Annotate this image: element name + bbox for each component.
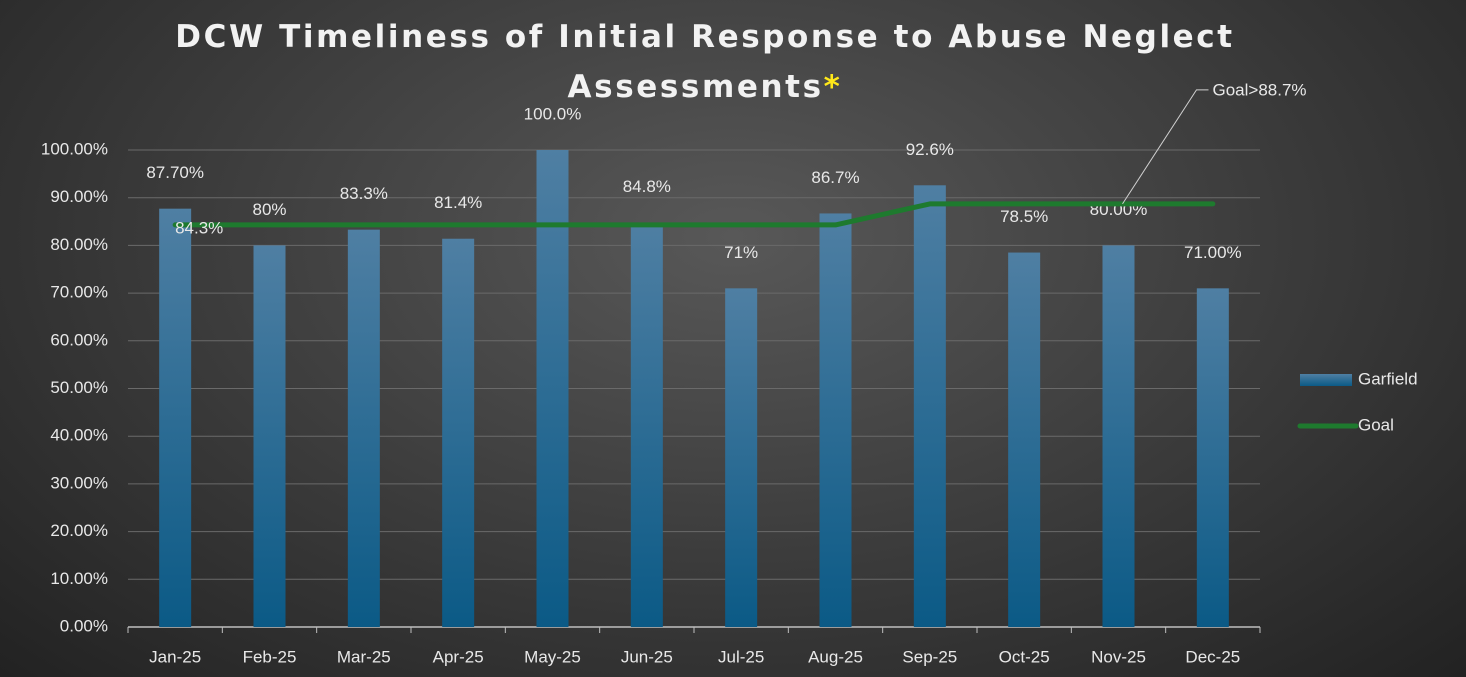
legend-label: Garfield xyxy=(1358,369,1418,388)
bar-value-label: 100.0% xyxy=(524,104,582,123)
bar xyxy=(347,229,380,627)
bar xyxy=(1196,288,1229,627)
bar xyxy=(819,213,852,628)
bar xyxy=(159,208,192,627)
y-tick-label: 70.00% xyxy=(50,283,108,302)
x-tick-label: Apr-25 xyxy=(433,647,484,666)
legend-label: Goal xyxy=(1358,415,1394,434)
bar-value-label: 92.6% xyxy=(906,140,954,159)
x-tick-label: Jan-25 xyxy=(149,647,201,666)
bar-value-label: 78.5% xyxy=(1000,207,1048,226)
x-tick-label: Aug-25 xyxy=(808,647,863,666)
title-mark: * xyxy=(823,69,843,105)
x-tick-label: Nov-25 xyxy=(1091,647,1146,666)
line-value-label: 84.3% xyxy=(175,218,223,237)
x-tick-label: Jul-25 xyxy=(718,647,764,666)
y-tick-label: 30.00% xyxy=(50,473,108,492)
bar-value-label: 84.8% xyxy=(623,177,671,196)
y-tick-label: 90.00% xyxy=(50,187,108,206)
bar-value-label: 83.3% xyxy=(340,184,388,203)
x-tick-label: Oct-25 xyxy=(999,647,1050,666)
bar-value-label: 71.00% xyxy=(1184,243,1242,262)
x-tick-label: Jun-25 xyxy=(621,647,673,666)
bar-value-label: 87.70% xyxy=(146,163,204,182)
bar xyxy=(1008,252,1041,627)
bar xyxy=(725,288,758,627)
annotation: Goal>88.7% xyxy=(1213,80,1307,99)
bar xyxy=(253,245,286,627)
y-tick-label: 10.00% xyxy=(50,569,108,588)
bar xyxy=(442,238,475,628)
bar xyxy=(630,222,663,627)
chart-title-box: DCW Timeliness of Initial Response to Ab… xyxy=(150,12,1260,112)
bar xyxy=(1102,245,1135,627)
bar-value-label: 81.4% xyxy=(434,193,482,212)
goal-line xyxy=(172,201,1216,228)
bar xyxy=(536,150,569,627)
legend-swatch xyxy=(1300,374,1352,386)
y-tick-label: 40.00% xyxy=(50,426,108,445)
y-tick-label: 100.00% xyxy=(41,139,108,158)
x-tick-label: Sep-25 xyxy=(902,647,957,666)
x-tick-label: Dec-25 xyxy=(1185,647,1240,666)
y-tick-label: 80.00% xyxy=(50,235,108,254)
x-tick-label: Feb-25 xyxy=(243,647,297,666)
y-tick-label: 0.00% xyxy=(60,616,108,635)
bar-value-label: 80% xyxy=(252,200,286,219)
annotation-leader xyxy=(1122,89,1209,205)
x-tick-label: May-25 xyxy=(524,647,581,666)
y-tick-label: 60.00% xyxy=(50,330,108,349)
chart-title: DCW Timeliness of Initial Response to Ab… xyxy=(175,19,1235,105)
x-tick-label: Mar-25 xyxy=(337,647,391,666)
bar xyxy=(913,185,946,627)
y-tick-label: 50.00% xyxy=(50,378,108,397)
bar-value-label: 86.7% xyxy=(811,168,859,187)
y-tick-label: 20.00% xyxy=(50,521,108,540)
bar-value-label: 71% xyxy=(724,243,758,262)
